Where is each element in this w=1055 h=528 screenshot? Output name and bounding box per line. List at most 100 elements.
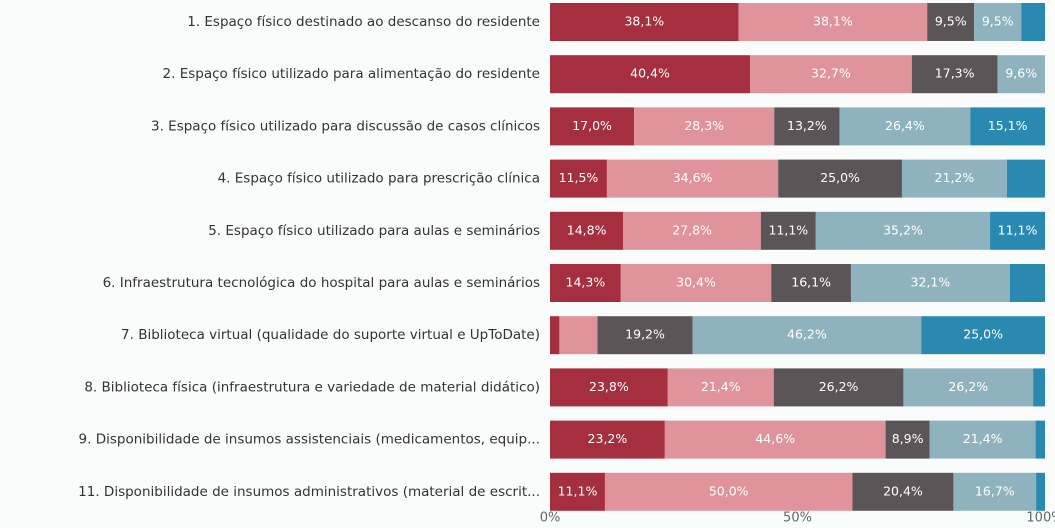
bar-segment (692, 316, 922, 355)
data-label: 32,7% (811, 66, 851, 81)
data-label: 11,5% (559, 170, 599, 185)
bar-segment (1035, 420, 1045, 459)
data-label: 21,2% (935, 170, 975, 185)
bar-segment (911, 55, 998, 94)
data-label: 27,8% (672, 222, 712, 237)
data-label: 11,1% (558, 483, 598, 498)
bar-segment (927, 3, 975, 41)
data-label: 9,6% (1005, 66, 1037, 81)
bar-segment (550, 368, 668, 407)
bar-segment (974, 3, 1022, 41)
category-label: 8. Biblioteca física (infraestrutura e v… (84, 379, 540, 395)
data-label: 44,6% (755, 431, 795, 446)
data-label: 8,9% (892, 431, 924, 446)
data-label: 26,2% (819, 379, 859, 394)
bar-segment (738, 3, 928, 41)
bar-segment (903, 368, 1034, 407)
category-label: 7. Biblioteca virtual (qualidade do supo… (121, 327, 540, 343)
data-label: 35,2% (883, 222, 923, 237)
bar-segment (604, 472, 853, 511)
category-label: 1. Espaço físico destinado ao descanso d… (187, 14, 540, 30)
bar-segment (778, 159, 902, 198)
data-label: 50,0% (709, 483, 749, 498)
category-label: 3. Espaço físico utilizado para discussã… (151, 118, 540, 134)
bar-segment (852, 472, 954, 511)
data-label: 19,2% (625, 327, 665, 342)
bar-segment (550, 472, 605, 511)
bar-segment (550, 159, 607, 198)
category-label: 2. Espaço físico utilizado para alimenta… (163, 66, 540, 82)
data-label: 26,4% (885, 118, 925, 133)
bar-segment (623, 211, 761, 250)
bar-segment (1036, 472, 1045, 511)
bar-segment (990, 211, 1045, 250)
data-label: 25,0% (963, 327, 1003, 342)
bar-segment (997, 55, 1045, 94)
bar-segment (1021, 3, 1045, 41)
data-label: 13,2% (787, 118, 827, 133)
category-label: 4. Espaço físico utilizado para prescriç… (218, 171, 540, 187)
data-label: 16,1% (791, 275, 831, 290)
data-label: 11,1% (998, 222, 1038, 237)
data-label: 17,3% (935, 66, 975, 81)
bar-segment (1009, 264, 1045, 302)
bar-segment (901, 159, 1007, 198)
category-label: 6. Infraestrutura tecnológica do hospita… (103, 275, 540, 291)
bar-segment (664, 420, 886, 459)
bar-segment (550, 211, 624, 250)
category-label: 11. Disponibilidade de insumos administr… (78, 484, 540, 500)
bar-segment (634, 107, 775, 146)
data-label: 26,2% (948, 379, 988, 394)
data-label: 30,4% (676, 275, 716, 290)
bar-segment (885, 420, 930, 459)
x-tick-label: 0% (540, 511, 561, 526)
data-label: 15,1% (988, 118, 1028, 133)
bar-segment (839, 107, 971, 146)
data-label: 21,4% (963, 431, 1003, 446)
bar-segment (550, 3, 739, 41)
category-label: 9. Disponibilidade de insumos assistenci… (79, 432, 540, 448)
data-label: 38,1% (624, 14, 664, 29)
data-label: 9,5% (935, 14, 967, 29)
data-label: 17,0% (572, 118, 612, 133)
bar-segment (1033, 368, 1045, 407)
data-label: 46,2% (787, 327, 827, 342)
data-label: 11,1% (768, 222, 808, 237)
data-label: 9,5% (982, 14, 1014, 29)
data-label: 14,8% (567, 222, 607, 237)
bar-segment (550, 264, 621, 302)
data-label: 23,2% (588, 431, 628, 446)
data-label: 38,1% (813, 14, 853, 29)
bar-segment (667, 368, 774, 407)
category-label: 5. Espaço físico utilizado para aulas e … (208, 223, 540, 239)
bar-segment (771, 264, 851, 302)
bar-segment (550, 420, 665, 459)
data-label: 28,3% (684, 118, 724, 133)
bar-segment (559, 316, 598, 355)
data-label: 25,0% (820, 170, 860, 185)
data-label: 21,4% (701, 379, 741, 394)
data-label: 14,3% (566, 275, 606, 290)
x-tick-label: 100% (1026, 511, 1055, 526)
bar-segment (1006, 159, 1045, 198)
data-label: 16,7% (975, 483, 1015, 498)
bar-segment (773, 368, 904, 407)
bar-segment (815, 211, 991, 250)
data-label: 23,8% (589, 379, 629, 394)
data-label: 32,1% (911, 275, 951, 290)
x-tick-label: 50% (783, 511, 812, 526)
bar-segment (850, 264, 1010, 302)
bar-segment (760, 211, 816, 250)
data-label: 40,4% (630, 66, 670, 81)
bar-segment (550, 55, 750, 94)
bar-segment (550, 107, 635, 146)
bar-segment (749, 55, 912, 94)
bar-segment (970, 107, 1045, 146)
bar-segment (550, 316, 560, 355)
data-label: 20,4% (883, 483, 923, 498)
data-label: 34,6% (673, 170, 713, 185)
bar-segment (606, 159, 779, 198)
bar-segment (774, 107, 840, 146)
